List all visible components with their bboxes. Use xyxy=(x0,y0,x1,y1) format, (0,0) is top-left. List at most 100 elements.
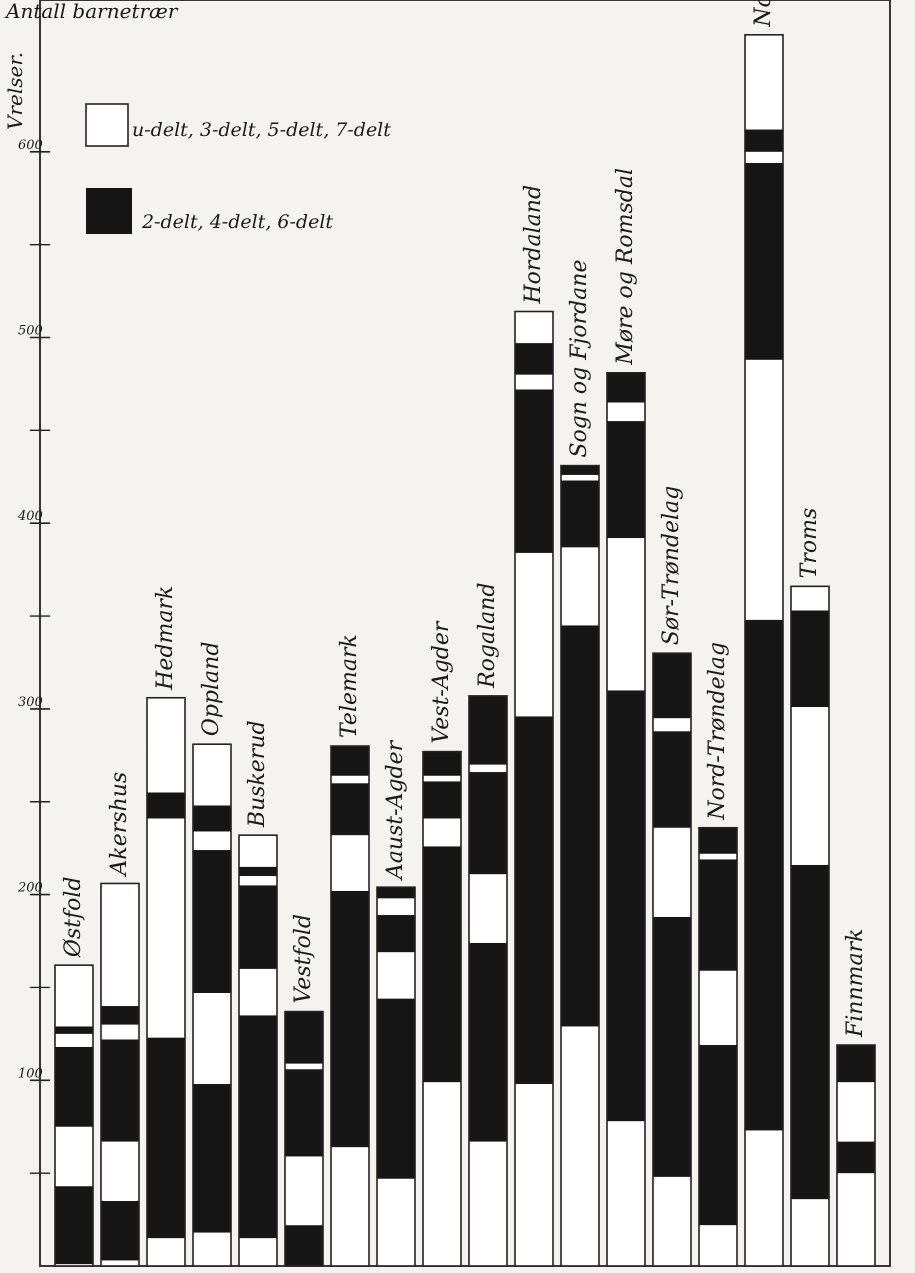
bar-segment-2-delt xyxy=(331,890,369,1148)
bar-outline xyxy=(376,886,416,1267)
bar-segment-3-delt xyxy=(469,874,507,943)
bar xyxy=(238,834,278,1267)
bar-segment-7-delt xyxy=(239,835,277,867)
bar-segment-6-delt xyxy=(699,827,737,854)
bar-segment-u-delt xyxy=(791,1199,829,1266)
bar xyxy=(698,826,738,1267)
bar-segment-3-delt xyxy=(837,1082,875,1142)
bar-outline xyxy=(836,1044,876,1267)
bar-segment-6-delt xyxy=(377,887,415,899)
bar-segment-4-delt xyxy=(239,885,277,969)
category-label: Vest-Agder xyxy=(429,620,454,744)
bar-segment-2-delt xyxy=(561,625,599,1027)
bar xyxy=(376,886,416,1267)
bars xyxy=(54,34,876,1267)
bar xyxy=(560,464,600,1267)
bar-segment-u-delt xyxy=(837,1173,875,1266)
bar-segment-6-delt xyxy=(469,695,507,765)
bar-segment-u-delt xyxy=(101,1260,139,1266)
bar-segment-2-delt xyxy=(745,619,783,1131)
bar-segment-7-delt xyxy=(101,883,139,1007)
bar-outline xyxy=(284,1010,324,1267)
bar-segment-5-delt xyxy=(285,1063,323,1070)
bar xyxy=(744,34,784,1267)
bar-segment-4-delt xyxy=(469,772,507,875)
bar xyxy=(54,964,94,1267)
bar-segment-5-delt xyxy=(699,853,737,860)
bar-segment-u-delt xyxy=(331,1147,369,1266)
bar-outline xyxy=(606,371,646,1267)
bar-segment-5-delt xyxy=(331,775,369,784)
category-label: Finnmark xyxy=(843,929,868,1038)
bar-segment-7-delt xyxy=(193,744,231,806)
bar-outline xyxy=(652,652,692,1267)
bar-segment-2-delt xyxy=(193,1084,231,1233)
bar-outline xyxy=(192,743,232,1267)
bar-segment-6-delt xyxy=(607,372,645,403)
legend-label-white: u-delt, 3-delt, 5-delt, 7-delt xyxy=(132,119,391,141)
bar-segment-2-delt xyxy=(653,916,691,1177)
category-label: Hedmark xyxy=(153,586,178,691)
category-label: Vestfold xyxy=(291,914,316,1004)
bar-segment-7-delt xyxy=(147,746,185,793)
bar-outline xyxy=(560,464,600,1267)
bar-segment-7-delt xyxy=(745,34,783,130)
bar-segment-6-delt xyxy=(101,1006,139,1025)
bar-segment-u-delt xyxy=(607,1121,645,1266)
bar xyxy=(652,652,692,1267)
bar-segment-u-delt xyxy=(653,1176,691,1266)
bar-segment-3-delt xyxy=(55,1126,93,1187)
bar-segment-2-delt xyxy=(607,690,645,1122)
bar-segment-3-delt xyxy=(285,1156,323,1226)
bar-segment-3-delt xyxy=(331,835,369,891)
bar-segment-u-delt xyxy=(55,1264,93,1266)
bar-segment-3-delt xyxy=(193,993,231,1085)
bar-segment-6-delt xyxy=(147,792,185,819)
y-axis-label: Vrelser. xyxy=(3,52,27,130)
bar-segment-6-delt xyxy=(55,1026,93,1034)
bar-segment-5-delt xyxy=(55,1033,93,1047)
bar-segment-5-delt xyxy=(607,402,645,422)
bar-segment-2-delt xyxy=(699,1045,737,1226)
y-tick-label: 600 xyxy=(18,138,43,153)
bar-segment-u-delt xyxy=(469,1141,507,1266)
bar xyxy=(284,1010,324,1267)
category-label: Nordland xyxy=(751,0,776,28)
bar-segment-5-delt xyxy=(561,474,599,481)
bar-segment-5-delt xyxy=(193,831,231,851)
bar-segment-u-delt xyxy=(423,1082,461,1266)
category-label: Akershus xyxy=(107,772,132,878)
legend-label-black: 2-delt, 4-delt, 6-delt xyxy=(141,211,333,233)
bar-segment-4-delt xyxy=(193,850,231,994)
bar-segment-5-delt xyxy=(469,764,507,773)
bar-outline xyxy=(422,750,462,1267)
bar-segment-2-delt xyxy=(101,1201,139,1261)
bar-segment-2-delt xyxy=(285,1225,323,1266)
category-label: Oppland xyxy=(199,642,224,737)
category-label: Telemark xyxy=(337,634,362,738)
y-tick-label: 100 xyxy=(18,1066,43,1081)
bar-segment-4-delt xyxy=(653,731,691,828)
bar-segment-5-delt xyxy=(101,1024,139,1040)
bar-segment-u-delt xyxy=(745,1130,783,1266)
bar-segment-5-delt xyxy=(653,718,691,732)
bar xyxy=(836,1044,876,1267)
bar-segment-7-delt xyxy=(55,965,93,1027)
bar-segment-4-delt xyxy=(423,781,461,819)
bar-segment-6-delt xyxy=(561,465,599,475)
bar-segment-4-delt xyxy=(699,859,737,971)
bar-segment-5-delt xyxy=(745,151,783,163)
bar-segment-3-delt xyxy=(423,818,461,847)
bar xyxy=(514,310,554,1267)
bar-segment-2-delt xyxy=(469,942,507,1142)
bar-segment-u-delt xyxy=(239,1238,277,1266)
category-label: Nord-Trøndelag xyxy=(705,642,730,821)
bar-segment-3-delt xyxy=(377,952,415,999)
bar-outline xyxy=(468,695,508,1267)
bar-segment-6-delt xyxy=(331,746,369,776)
bar-segment-3-delt xyxy=(791,707,829,865)
category-label: Sogn og Fjordane xyxy=(567,260,592,458)
bar xyxy=(330,745,370,1267)
bar-segment-4-delt xyxy=(101,1039,139,1142)
y-tick-label: 200 xyxy=(17,881,43,896)
